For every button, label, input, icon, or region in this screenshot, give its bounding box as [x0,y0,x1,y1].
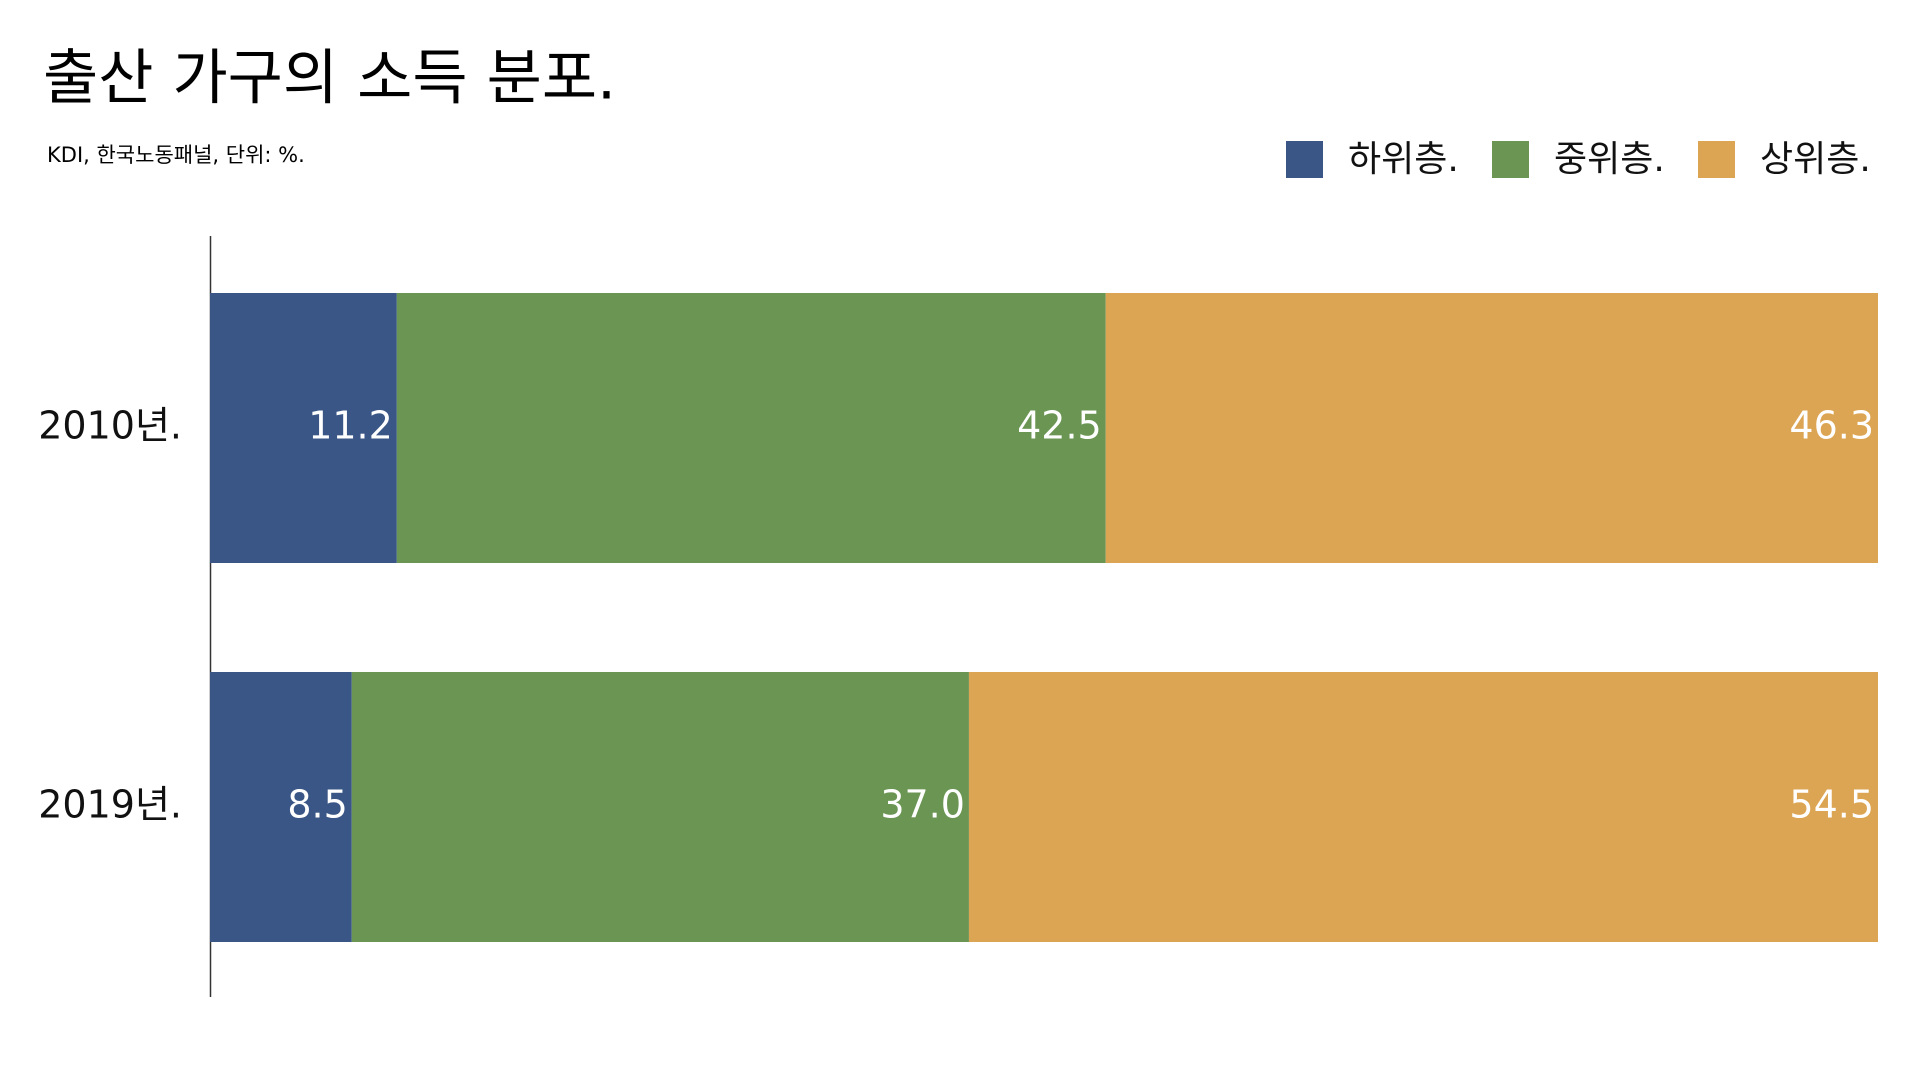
data-label: 54.5 [1789,783,1874,827]
bar-segment [968,672,1878,942]
legend-swatch [1698,141,1735,178]
legend-label: 상위층. [1760,139,1871,180]
chart-title: 출산 가구의 소득 분포. [43,44,616,114]
y-tick-label: 2010년. [38,404,182,448]
bar-segment [210,293,397,563]
data-label: 11.2 [308,404,393,448]
legend-swatch [1286,141,1323,178]
data-label: 8.5 [287,783,347,827]
legend-label: 하위층. [1348,139,1459,180]
bar-segment [210,672,352,942]
bar-segment [351,672,969,942]
legend-label: 중위층. [1554,139,1665,180]
y-tick-label: 2019년. [38,783,182,827]
data-label: 46.3 [1789,404,1874,448]
chart-subtitle: KDI, 한국노동패널, 단위: %. [47,143,305,167]
data-label: 42.5 [1017,404,1102,448]
legend-swatch [1492,141,1529,178]
bar-segment [396,293,1106,563]
data-label: 37.0 [880,783,965,827]
bar-segment [1105,293,1878,563]
